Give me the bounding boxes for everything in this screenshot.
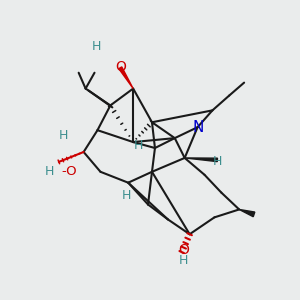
Text: -O: -O	[62, 165, 77, 178]
Text: H: H	[59, 129, 68, 142]
Text: O: O	[115, 60, 126, 74]
Polygon shape	[119, 67, 133, 88]
Text: H: H	[179, 254, 188, 268]
Text: H: H	[44, 165, 54, 178]
Text: H: H	[134, 139, 143, 152]
Polygon shape	[239, 209, 255, 217]
Text: H: H	[122, 189, 131, 202]
Text: O: O	[178, 243, 189, 257]
Text: H: H	[92, 40, 101, 53]
Polygon shape	[185, 158, 218, 162]
Text: H: H	[213, 155, 222, 168]
Text: N: N	[193, 120, 204, 135]
